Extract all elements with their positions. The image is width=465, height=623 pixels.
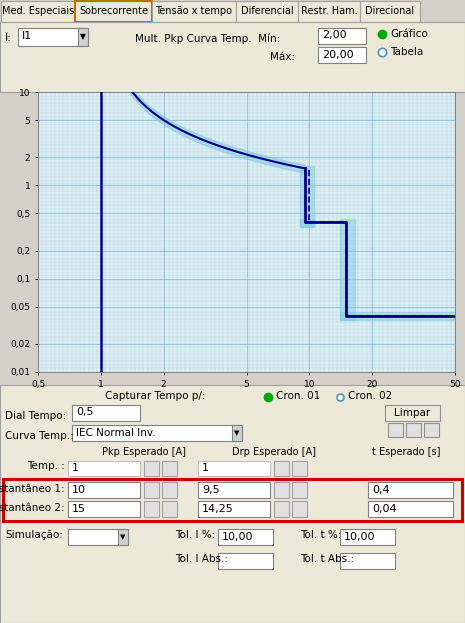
- Bar: [298, 1, 360, 22]
- Text: Restr. Ham.: Restr. Ham.: [301, 6, 357, 16]
- Text: Curva Temp.:: Curva Temp.:: [5, 431, 74, 441]
- Text: I1: I1: [22, 31, 32, 41]
- Text: t Esperado [s]: t Esperado [s]: [372, 447, 440, 457]
- Text: I:: I:: [5, 33, 12, 43]
- Bar: [318, 28, 366, 44]
- Bar: [368, 501, 453, 517]
- Bar: [3, 479, 462, 521]
- Text: Diferencial: Diferencial: [241, 6, 293, 16]
- Text: Capturar Tempo p/:: Capturar Tempo p/:: [105, 391, 206, 401]
- Text: Med. Especiais: Med. Especiais: [2, 6, 74, 16]
- Text: Mult. Pkp Curva Temp.  Mín:: Mult. Pkp Curva Temp. Mín:: [135, 33, 280, 44]
- Text: Tol. t %:: Tol. t %:: [300, 530, 341, 540]
- Bar: [274, 482, 289, 498]
- Text: 20,00: 20,00: [322, 50, 353, 60]
- Bar: [68, 529, 126, 545]
- Text: Dial Tempo:: Dial Tempo:: [5, 411, 66, 421]
- Bar: [232, 425, 242, 441]
- Bar: [144, 461, 159, 476]
- Text: Tol. t Abs.:: Tol. t Abs.:: [300, 554, 354, 564]
- Text: Sobrecorrente: Sobrecorrente: [79, 6, 148, 16]
- Text: Gráfico: Gráfico: [390, 29, 428, 39]
- Bar: [340, 553, 395, 569]
- Text: Cron. 02: Cron. 02: [348, 391, 392, 401]
- Text: 9,5: 9,5: [202, 485, 219, 495]
- Bar: [218, 529, 273, 545]
- Bar: [68, 482, 140, 498]
- Text: Cron. 01: Cron. 01: [276, 391, 320, 401]
- Bar: [292, 461, 307, 476]
- Bar: [198, 461, 270, 476]
- Text: 0,04: 0,04: [372, 504, 397, 514]
- Text: Tensão x tempo: Tensão x tempo: [155, 6, 232, 16]
- Text: Instantâneo 2:: Instantâneo 2:: [0, 503, 65, 513]
- Bar: [292, 482, 307, 498]
- Bar: [360, 1, 420, 22]
- Text: Direcional: Direcional: [365, 6, 415, 16]
- Bar: [368, 482, 453, 498]
- Bar: [144, 482, 159, 498]
- Text: Tol. I %:: Tol. I %:: [175, 530, 215, 540]
- Bar: [162, 501, 177, 517]
- Bar: [198, 482, 270, 498]
- Text: ▼: ▼: [120, 534, 126, 540]
- Bar: [78, 28, 88, 46]
- Bar: [118, 529, 128, 545]
- Bar: [388, 423, 403, 437]
- Text: Temp. :: Temp. :: [27, 461, 65, 471]
- Text: IEC Normal Inv.: IEC Normal Inv.: [76, 428, 156, 438]
- Text: ▼: ▼: [80, 32, 86, 42]
- Bar: [152, 1, 236, 22]
- Text: 0,4: 0,4: [372, 485, 390, 495]
- Text: Drp Esperado [A]: Drp Esperado [A]: [232, 447, 316, 457]
- Bar: [274, 501, 289, 517]
- Text: 0,5: 0,5: [76, 407, 93, 417]
- Bar: [0, 22, 465, 92]
- Text: Instantâneo 1:: Instantâneo 1:: [0, 484, 65, 494]
- Text: 10,00: 10,00: [344, 532, 376, 542]
- Bar: [198, 501, 270, 517]
- Bar: [18, 28, 86, 46]
- Text: 15: 15: [72, 504, 86, 514]
- Text: 1: 1: [202, 463, 209, 473]
- Bar: [340, 529, 395, 545]
- Bar: [424, 423, 439, 437]
- Text: 10,00: 10,00: [222, 532, 253, 542]
- Text: 1: 1: [72, 463, 79, 473]
- Text: Pkp Esperado [A]: Pkp Esperado [A]: [102, 447, 186, 457]
- Bar: [162, 461, 177, 476]
- Bar: [68, 461, 140, 476]
- Bar: [144, 501, 159, 517]
- Bar: [1, 1, 75, 22]
- Bar: [162, 482, 177, 498]
- Bar: [236, 1, 298, 22]
- Bar: [72, 425, 240, 441]
- Bar: [406, 423, 421, 437]
- Text: Tabela: Tabela: [390, 47, 423, 57]
- Bar: [274, 461, 289, 476]
- Text: Simulação:: Simulação:: [5, 530, 63, 540]
- Text: 2,00: 2,00: [322, 30, 346, 40]
- Text: Tol. I Abs.:: Tol. I Abs.:: [175, 554, 228, 564]
- Bar: [75, 1, 152, 22]
- Bar: [0, 385, 465, 623]
- Bar: [318, 47, 366, 63]
- Text: 14,25: 14,25: [202, 504, 234, 514]
- Bar: [68, 501, 140, 517]
- Bar: [218, 553, 273, 569]
- Bar: [385, 405, 440, 421]
- Bar: [292, 501, 307, 517]
- Bar: [72, 405, 140, 421]
- Text: ▼: ▼: [234, 430, 239, 436]
- Text: Máx:: Máx:: [270, 52, 295, 62]
- Text: 10: 10: [72, 485, 86, 495]
- Text: Limpar: Limpar: [394, 408, 430, 418]
